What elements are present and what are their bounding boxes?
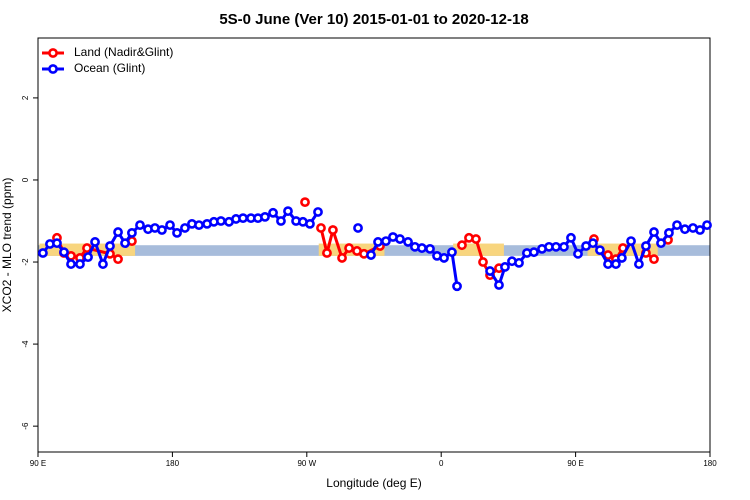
point [403,237,413,247]
point [478,257,488,267]
y-tick-label: -4 [21,340,30,348]
legend-marker [48,64,58,74]
point [260,211,270,222]
point [113,227,123,237]
point [494,280,504,290]
point [344,243,354,253]
point [641,241,651,251]
x-axis-label: Longitude (deg E) [326,476,421,490]
point [316,223,326,233]
point [425,243,435,254]
point [165,220,175,231]
x-tick-label: 90 E [30,459,46,468]
y-tick-label: 0 [21,177,30,182]
point [113,254,123,265]
y-tick-label: -2 [21,258,30,266]
point [680,224,690,235]
point [664,227,674,238]
point [366,250,376,260]
point [90,237,100,247]
point [337,253,347,263]
point [457,240,467,251]
point [52,238,62,249]
band [109,243,136,256]
point [216,216,226,226]
point [656,238,666,249]
point [105,241,115,251]
point [485,266,495,276]
point [529,247,539,258]
point [157,225,167,235]
point [38,248,48,258]
point [649,254,659,265]
point [634,259,644,269]
point [120,238,130,249]
x-tick-label: 90 E [567,459,583,468]
point [559,241,569,252]
point [276,216,286,226]
point [395,234,405,244]
y-tick-label: -6 [21,422,30,430]
point [353,223,363,233]
x-tick-label: 180 [703,459,717,468]
point [283,206,293,217]
point [381,236,391,247]
point [439,253,449,263]
point [611,259,621,269]
point [514,257,524,268]
point [702,220,712,231]
point [649,227,659,237]
legend-label: Land (Nadir&Glint) [74,45,173,59]
point [603,259,613,269]
y-axis-label: XCO2 - MLO trend (ppm) [0,178,14,313]
point [500,262,510,272]
x-tick-label: 90 W [297,459,316,468]
point [127,227,137,238]
plot-frame [37,37,711,453]
point [695,225,705,235]
point [180,223,190,233]
legend-label: Ocean (Glint) [74,61,145,75]
point [268,207,278,218]
point [471,234,481,244]
point [98,259,108,269]
point [83,252,93,263]
point [616,253,627,263]
point [417,243,427,253]
point [566,232,576,243]
point [75,259,85,269]
point [322,248,332,258]
chart-title: 5S-0 June (Ver 10) 2015-01-01 to 2020-12… [219,11,528,28]
point [588,238,598,249]
point [626,236,636,247]
point [313,207,323,217]
point [135,220,145,231]
point [447,247,457,258]
point [172,227,182,238]
x-tick-label: 0 [439,459,444,468]
point [672,220,682,231]
point [595,245,605,256]
point [452,281,462,292]
point [59,247,69,258]
point [328,225,338,235]
point [238,213,248,224]
x-tick-label: 180 [166,459,180,468]
point [573,248,583,259]
point [194,220,204,231]
point [551,241,561,252]
point [66,259,76,269]
point [305,218,315,229]
point [300,197,310,208]
legend-marker [48,48,58,58]
y-tick-label: 2 [21,95,30,100]
point [373,237,383,247]
